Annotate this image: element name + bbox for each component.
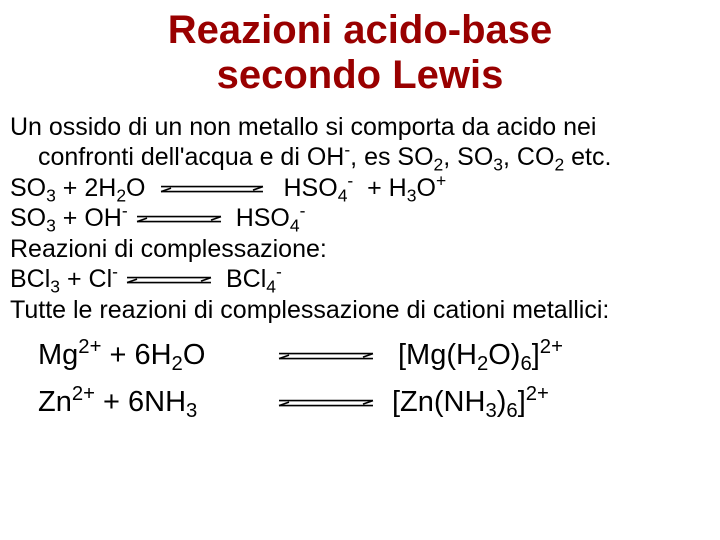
- big1-right: [Mg(H2O)6]2+: [398, 339, 563, 372]
- title-line-1: Reazioni acido-base: [168, 8, 553, 52]
- rxn3-left: BCl3 + Cl-: [10, 265, 118, 293]
- equilibrium-arrow-icon: [160, 177, 264, 201]
- rxn1-left: SO3 + 2H2O: [10, 174, 146, 202]
- big-reaction-2: Zn2+ + 6NH3 [Zn(NH3)6]2+: [10, 386, 710, 419]
- title-line-2: secondo Lewis: [217, 53, 504, 97]
- intro-line-1: Un ossido di un non metallo si comporta …: [10, 112, 710, 143]
- inline-reaction-1: SO3 + 2H2O HSO4- + H3O+: [10, 173, 710, 204]
- rxn2-left: SO3 + OH-: [10, 204, 128, 232]
- big2-left: Zn2+ + 6NH3: [38, 386, 268, 419]
- cation-label: Tutte le reazioni di complessazione di c…: [10, 295, 710, 326]
- equilibrium-arrow-icon: [278, 391, 374, 415]
- big1-left: Mg2+ + 6H2O: [38, 339, 268, 372]
- rxn1-right: HSO4- + H3O+: [284, 174, 447, 202]
- intro-line-2: confronti dell'acqua e di OH-, es SO2, S…: [10, 142, 710, 173]
- complexation-label: Reazioni di complessazione:: [10, 234, 710, 265]
- body-text: Un ossido di un non metallo si comporta …: [10, 112, 710, 326]
- equilibrium-arrow-icon: [126, 268, 212, 292]
- big-reaction-1: Mg2+ + 6H2O [Mg(H2O)6]2+: [10, 339, 710, 372]
- equilibrium-arrow-icon: [136, 207, 222, 231]
- complexation-reaction: BCl3 + Cl- BCl4-: [10, 264, 710, 295]
- inline-reaction-2: SO3 + OH- HSO4-: [10, 203, 710, 234]
- equilibrium-arrow-icon: [278, 344, 374, 368]
- slide: Reazioni acido-base secondo Lewis Un oss…: [0, 0, 720, 540]
- big-reactions: Mg2+ + 6H2O [Mg(H2O)6]2+ Zn2+ + 6NH3 [Zn…: [10, 339, 710, 419]
- slide-title: Reazioni acido-base secondo Lewis: [10, 8, 710, 98]
- big2-right: [Zn(NH3)6]2+: [392, 386, 549, 419]
- rxn2-right: HSO4-: [236, 204, 306, 232]
- rxn3-right: BCl4-: [226, 265, 282, 293]
